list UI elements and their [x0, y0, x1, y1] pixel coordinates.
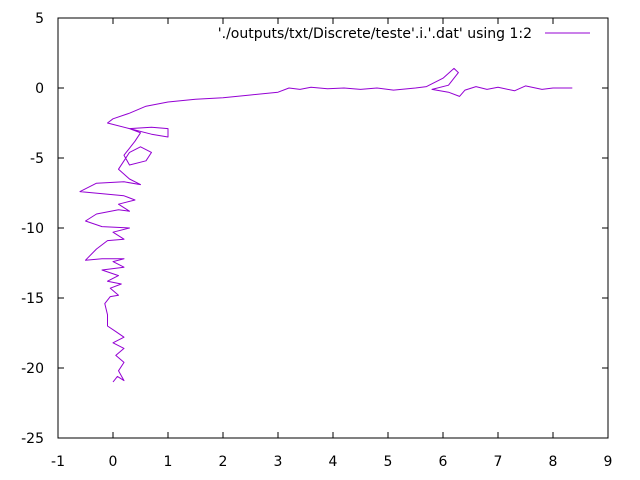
- x-tick-label: 0: [109, 454, 118, 470]
- y-tick-label: -20: [21, 361, 44, 377]
- y-tick-label: -15: [21, 291, 44, 307]
- x-tick-label: 9: [604, 454, 613, 470]
- x-axis-ticks: -1 0 1 2 3 4 5 6 7 8 9: [51, 18, 612, 470]
- y-tick-label: 5: [35, 11, 44, 27]
- y-tick-label: 0: [35, 81, 44, 97]
- legend-entry-label: './outputs/txt/Discrete/teste'.i.'.dat' …: [218, 26, 532, 42]
- y-axis-ticks: -25 -20 -15 -10 -5 0 5: [21, 11, 608, 447]
- series-line: [79, 67, 573, 383]
- x-tick-label: 5: [384, 454, 393, 470]
- x-tick-label: 7: [494, 454, 503, 470]
- legend: './outputs/txt/Discrete/teste'.i.'.dat' …: [218, 26, 590, 42]
- series-group: [79, 67, 573, 383]
- y-tick-label: -5: [30, 151, 44, 167]
- x-tick-label: 6: [439, 454, 448, 470]
- x-tick-label: 3: [274, 454, 283, 470]
- x-tick-label: 4: [329, 454, 338, 470]
- y-tick-label: -25: [21, 431, 44, 447]
- y-tick-label: -10: [21, 221, 44, 237]
- x-tick-label: -1: [51, 454, 65, 470]
- x-tick-label: 2: [219, 454, 228, 470]
- x-tick-label: 1: [164, 454, 173, 470]
- plot-area-frame: [57, 17, 609, 439]
- x-tick-label: 8: [549, 454, 558, 470]
